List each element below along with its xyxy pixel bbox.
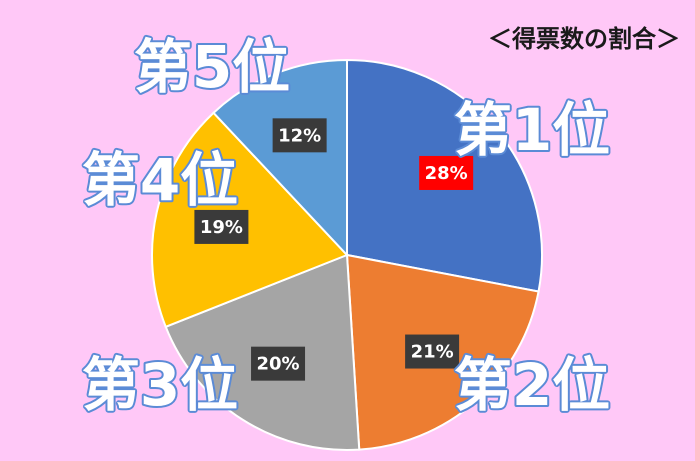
rank-label-4: 第4位 [82,146,238,214]
value-label-box-1 [419,155,474,190]
pie-slice-4 [151,111,349,329]
value-label-3: 20% [256,354,299,375]
value-label-box-2 [405,334,460,369]
value-label-1: 28% [425,163,468,184]
value-label-5: 12% [278,125,321,146]
rank-label-5: 第5位 [134,33,290,101]
rank-label-3: 第3位 [82,351,238,419]
rank-label-1: 第1位 [454,96,610,164]
pie-slice-5 [212,58,348,258]
rank-label-2: 第2位 [454,351,610,419]
chart-title: ＜得票数の割合＞ [488,25,680,53]
value-label-box-4 [194,209,249,244]
value-label-box-3 [251,346,306,381]
value-label-box-5 [272,118,327,153]
value-label-4: 19% [200,217,243,238]
value-label-2: 21% [411,342,454,363]
